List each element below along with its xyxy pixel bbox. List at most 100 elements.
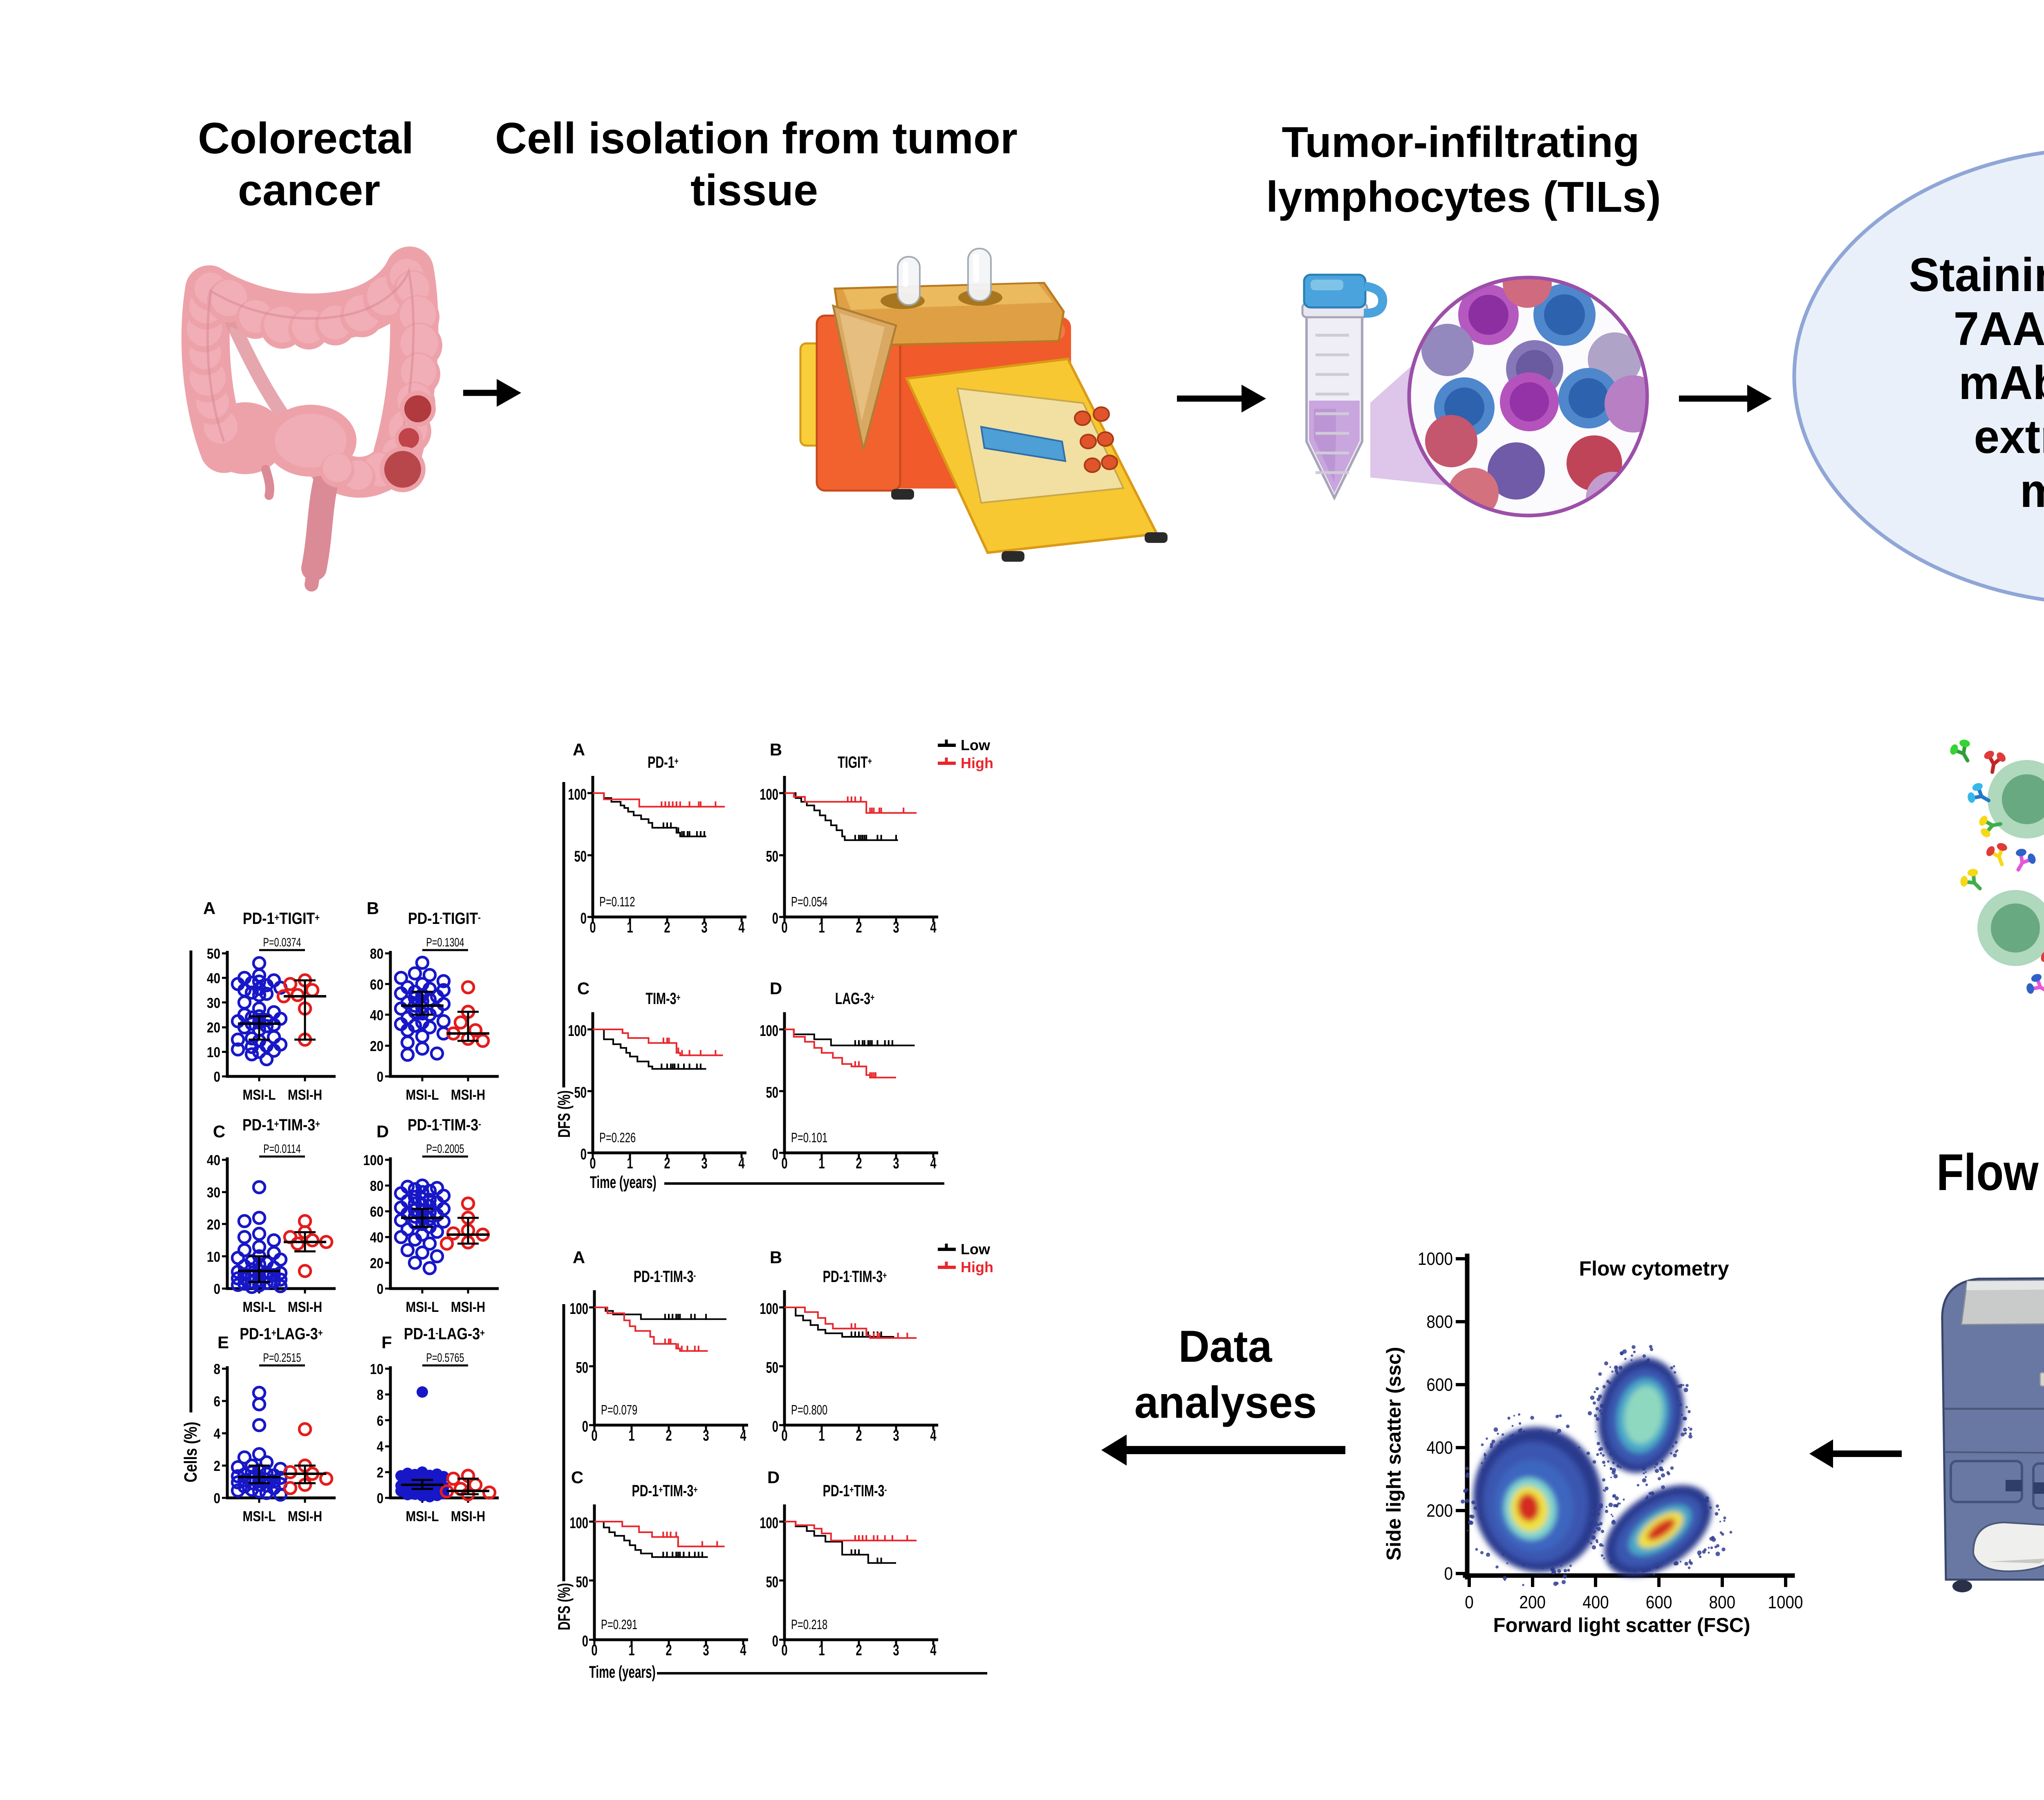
- svg-text:Cell isolation from tumor: Cell isolation from tumor: [495, 113, 1018, 163]
- svg-text:4: 4: [740, 1642, 746, 1659]
- svg-text:D: D: [767, 1468, 780, 1487]
- svg-text:0: 0: [213, 1069, 220, 1085]
- svg-text:1000: 1000: [1768, 1592, 1803, 1612]
- svg-text:D: D: [377, 1122, 389, 1141]
- svg-text:P=0.226: P=0.226: [599, 1130, 636, 1145]
- svg-text:MSI-L: MSI-L: [243, 1509, 276, 1524]
- svg-text:PD-1-LAG-3+: PD-1-LAG-3+: [404, 1324, 485, 1343]
- svg-text:800: 800: [1709, 1592, 1736, 1612]
- svg-text:0: 0: [377, 1069, 383, 1085]
- svg-text:600: 600: [1646, 1592, 1672, 1612]
- svg-text:High: High: [961, 1259, 993, 1275]
- svg-text:P=0.0374: P=0.0374: [263, 935, 301, 949]
- svg-text:0: 0: [582, 1633, 588, 1650]
- svg-text:A: A: [573, 740, 585, 759]
- svg-text:P=0.2515: P=0.2515: [263, 1350, 301, 1364]
- svg-text:3: 3: [893, 1642, 899, 1659]
- svg-text:4: 4: [377, 1439, 383, 1455]
- svg-text:2: 2: [664, 1155, 670, 1172]
- svg-text:600: 600: [1426, 1374, 1453, 1395]
- svg-text:Flow cytometry: Flow cytometry: [1579, 1257, 1729, 1280]
- svg-text:Low: Low: [961, 1241, 991, 1258]
- svg-text:PD-1+TIM-3+: PD-1+TIM-3+: [242, 1115, 320, 1134]
- svg-text:80: 80: [370, 946, 383, 962]
- svg-text:8: 8: [213, 1361, 220, 1377]
- svg-text:4: 4: [738, 1155, 745, 1172]
- svg-text:PD-1-TIM-3-: PD-1-TIM-3-: [408, 1115, 481, 1134]
- svg-text:C: C: [213, 1122, 225, 1141]
- svg-text:cancer: cancer: [238, 165, 380, 215]
- svg-text:50: 50: [766, 1084, 778, 1101]
- svg-text:2: 2: [856, 1155, 862, 1172]
- svg-text:4: 4: [930, 919, 937, 936]
- svg-text:100: 100: [569, 1515, 588, 1532]
- svg-text:Forward light scatter (FSC): Forward light scatter (FSC): [1493, 1614, 1750, 1636]
- svg-text:1: 1: [628, 1642, 634, 1659]
- svg-text:PD-1+TIM-3-: PD-1+TIM-3-: [823, 1482, 887, 1500]
- svg-text:MSI-L: MSI-L: [406, 1087, 439, 1103]
- svg-text:50: 50: [766, 848, 778, 865]
- svg-text:3: 3: [701, 919, 707, 936]
- svg-text:TIM-3+: TIM-3+: [645, 989, 680, 1008]
- svg-text:50: 50: [766, 1359, 778, 1376]
- svg-text:40: 40: [207, 1152, 220, 1168]
- svg-text:1: 1: [818, 1642, 825, 1659]
- svg-text:100: 100: [569, 1300, 588, 1318]
- svg-text:2: 2: [666, 1427, 672, 1444]
- svg-text:MSI-L: MSI-L: [406, 1509, 439, 1524]
- svg-text:D: D: [770, 979, 782, 998]
- svg-text:Low: Low: [961, 737, 991, 753]
- svg-text:4: 4: [930, 1642, 937, 1659]
- svg-text:Time (years): Time (years): [590, 1172, 657, 1192]
- svg-text:3: 3: [893, 919, 899, 936]
- svg-text:4: 4: [738, 919, 745, 936]
- svg-text:1: 1: [627, 1155, 633, 1172]
- svg-text:0: 0: [589, 919, 596, 936]
- svg-text:20: 20: [207, 1217, 220, 1233]
- svg-text:30: 30: [207, 1185, 220, 1201]
- svg-text:Time (years): Time (years): [589, 1662, 656, 1681]
- svg-text:400: 400: [1426, 1437, 1453, 1458]
- svg-text:100: 100: [568, 1022, 587, 1040]
- svg-text:A: A: [573, 1248, 585, 1267]
- svg-text:2: 2: [856, 1642, 862, 1659]
- svg-text:100: 100: [760, 1022, 778, 1040]
- svg-text:6: 6: [377, 1413, 383, 1429]
- svg-text:200: 200: [1519, 1592, 1546, 1612]
- svg-text:Data: Data: [1179, 1321, 1273, 1371]
- svg-text:1000: 1000: [1418, 1249, 1453, 1269]
- svg-text:0: 0: [781, 1155, 787, 1172]
- svg-text:0: 0: [781, 1642, 787, 1659]
- svg-text:P=0.291: P=0.291: [601, 1617, 637, 1632]
- svg-text:B: B: [770, 740, 782, 759]
- svg-text:50: 50: [576, 1574, 588, 1591]
- svg-text:0: 0: [580, 1146, 587, 1163]
- svg-text:PD-1-TIM-3-: PD-1-TIM-3-: [634, 1267, 696, 1286]
- svg-text:0: 0: [582, 1418, 588, 1435]
- svg-text:3: 3: [703, 1427, 709, 1444]
- svg-text:1: 1: [627, 919, 633, 936]
- svg-text:20: 20: [207, 1020, 220, 1036]
- svg-text:mAbs against: mAbs against: [1959, 356, 2044, 409]
- svg-text:0: 0: [213, 1281, 220, 1297]
- svg-text:Tumor-infiltrating: Tumor-infiltrating: [1282, 118, 1639, 166]
- svg-text:DFS (%): DFS (%): [554, 1583, 574, 1630]
- svg-text:LAG-3+: LAG-3+: [835, 989, 874, 1008]
- svg-text:0: 0: [591, 1427, 597, 1444]
- svg-text:2: 2: [666, 1642, 672, 1659]
- svg-text:0: 0: [781, 1427, 787, 1444]
- svg-text:400: 400: [1582, 1592, 1609, 1612]
- svg-text:MSI-H: MSI-H: [451, 1299, 485, 1315]
- svg-text:20: 20: [370, 1038, 383, 1054]
- svg-text:F: F: [381, 1333, 392, 1352]
- svg-text:1: 1: [818, 919, 825, 936]
- svg-text:E: E: [217, 1333, 229, 1352]
- svg-text:lymphocytes (TILs): lymphocytes (TILs): [1266, 173, 1661, 221]
- svg-text:2: 2: [856, 1427, 862, 1444]
- svg-text:0: 0: [377, 1281, 383, 1297]
- svg-text:100: 100: [760, 786, 778, 803]
- svg-text:Colorectal: Colorectal: [198, 113, 414, 163]
- svg-text:50: 50: [574, 848, 587, 865]
- svg-text:MSI-H: MSI-H: [451, 1509, 485, 1524]
- svg-text:8: 8: [377, 1387, 383, 1403]
